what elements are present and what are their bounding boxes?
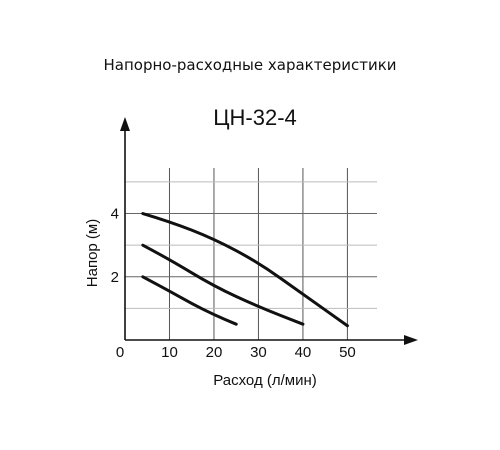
series-line-2 [141,243,305,326]
x-tick-label: 20 [206,344,223,361]
y-axis-arrow [120,117,130,131]
y-axis-label: Напор (м) [84,219,101,287]
x-axis-arrow [404,335,418,345]
chart-title: ЦН-32-4 [213,105,297,130]
series-group [141,212,349,328]
x-tick-label: 30 [250,344,267,361]
x-tick-label: 0 [116,344,124,361]
y-tick-label: 4 [111,206,119,223]
series-line-1 [141,275,238,326]
grid [125,168,377,340]
page-header: Напорно-расходные характеристики [103,56,397,74]
axes [120,117,418,345]
x-tick-label: 40 [295,344,312,361]
ticks: 0 10 20 30 40 50 2 4 [111,206,356,361]
y-tick-label: 2 [111,269,119,286]
series-line-3 [141,212,349,328]
x-tick-label: 50 [339,344,356,361]
x-tick-label: 10 [161,344,178,361]
x-axis-label: Расход (л/мин) [213,372,317,389]
